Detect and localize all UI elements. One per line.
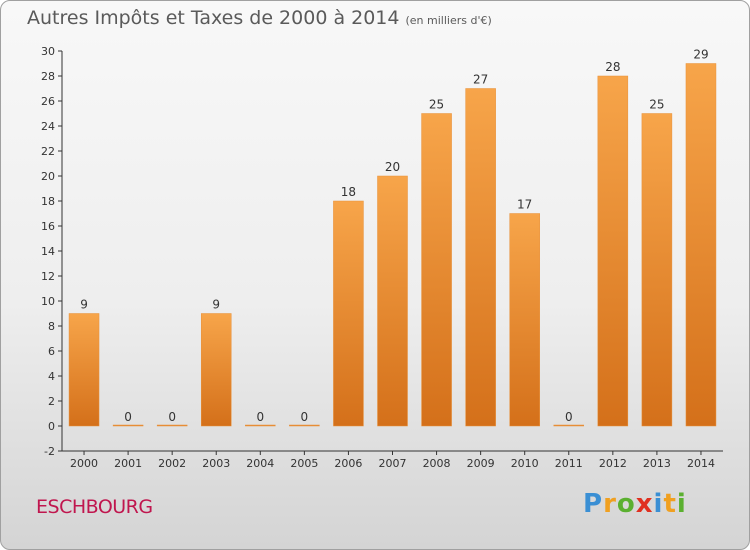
- y-tick-label: -2: [44, 445, 55, 458]
- bar-2005: [289, 424, 320, 427]
- bar-2004: [245, 424, 276, 427]
- data-label: 29: [693, 48, 708, 62]
- data-label: 0: [168, 410, 176, 424]
- bar-2002: [156, 424, 188, 427]
- y-tick-label: 14: [41, 245, 55, 258]
- data-label: 9: [212, 298, 220, 312]
- data-label: 20: [385, 160, 400, 174]
- bar-2003: [200, 313, 232, 427]
- bar-2010: [509, 213, 540, 427]
- y-tick-label: 10: [41, 295, 55, 308]
- data-label: 28: [605, 60, 620, 74]
- bar-2000: [68, 313, 100, 427]
- y-tick-label: 12: [41, 270, 55, 283]
- bar-2006: [333, 200, 364, 427]
- y-tick-label: 26: [41, 95, 55, 108]
- y-tick-label: 20: [41, 170, 55, 183]
- y-tick-label: 6: [48, 345, 55, 358]
- y-tick-label: 18: [41, 195, 55, 208]
- x-tick-label: 2005: [290, 457, 318, 470]
- data-label: 9: [80, 298, 88, 312]
- data-label: 0: [301, 410, 309, 424]
- x-tick-label: 2014: [687, 457, 715, 470]
- y-tick-label: 16: [41, 220, 55, 233]
- data-label: 27: [473, 73, 488, 87]
- x-tick-label: 2004: [246, 457, 274, 470]
- x-tick-label: 2006: [334, 457, 362, 470]
- y-tick-label: 8: [48, 320, 55, 333]
- logo-letter: x: [635, 489, 654, 519]
- y-tick-label: 30: [41, 45, 55, 58]
- data-label: 0: [565, 410, 573, 424]
- x-tick-label: 2013: [643, 457, 671, 470]
- bar-2008: [421, 113, 452, 427]
- y-tick-label: 24: [41, 120, 55, 133]
- data-label: 25: [429, 98, 444, 112]
- chart-title-text: Autres Impôts et Taxes de 2000 à 2014: [27, 7, 400, 29]
- x-tick-label: 2000: [70, 457, 98, 470]
- y-tick-label: 28: [41, 70, 55, 83]
- x-tick-label: 2012: [599, 457, 627, 470]
- chart-title: Autres Impôts et Taxes de 2000 à 2014 (en…: [27, 7, 492, 29]
- x-tick-label: 2010: [511, 457, 539, 470]
- y-tick-label: 4: [48, 370, 55, 383]
- logo-letter: r: [603, 489, 617, 519]
- y-tick-label: 22: [41, 145, 55, 158]
- bar-2014: [685, 63, 717, 427]
- x-tick-label: 2008: [423, 457, 451, 470]
- x-tick-label: 2007: [379, 457, 407, 470]
- bar-2007: [377, 175, 408, 427]
- x-tick-label: 2009: [467, 457, 495, 470]
- data-label: 17: [517, 198, 532, 212]
- x-tick-label: 2002: [158, 457, 186, 470]
- x-tick-label: 2011: [555, 457, 583, 470]
- x-tick-label: 2001: [114, 457, 142, 470]
- data-label: 25: [649, 98, 664, 112]
- logo-letter: P: [583, 489, 604, 519]
- bar-2013: [641, 113, 673, 427]
- x-tick-label: 2003: [202, 457, 230, 470]
- logo-letter: t: [663, 489, 677, 519]
- bar-2011: [553, 424, 585, 427]
- bar-2012: [597, 75, 629, 427]
- bar-2009: [465, 88, 496, 427]
- y-tick-label: 2: [48, 395, 55, 408]
- data-label: 18: [341, 185, 356, 199]
- logo-letter: i: [653, 489, 664, 519]
- logo-letter: o: [616, 489, 636, 519]
- proxiti-logo: Proxiti: [583, 489, 687, 519]
- logo-letter: i: [676, 489, 687, 519]
- y-tick-label: 0: [48, 420, 55, 433]
- data-label: 0: [124, 410, 132, 424]
- city-name: ESCHBOURG: [36, 496, 153, 518]
- data-label: 0: [256, 410, 264, 424]
- chart-subtitle: (en milliers d'€): [405, 14, 492, 27]
- bar-2001: [112, 424, 144, 427]
